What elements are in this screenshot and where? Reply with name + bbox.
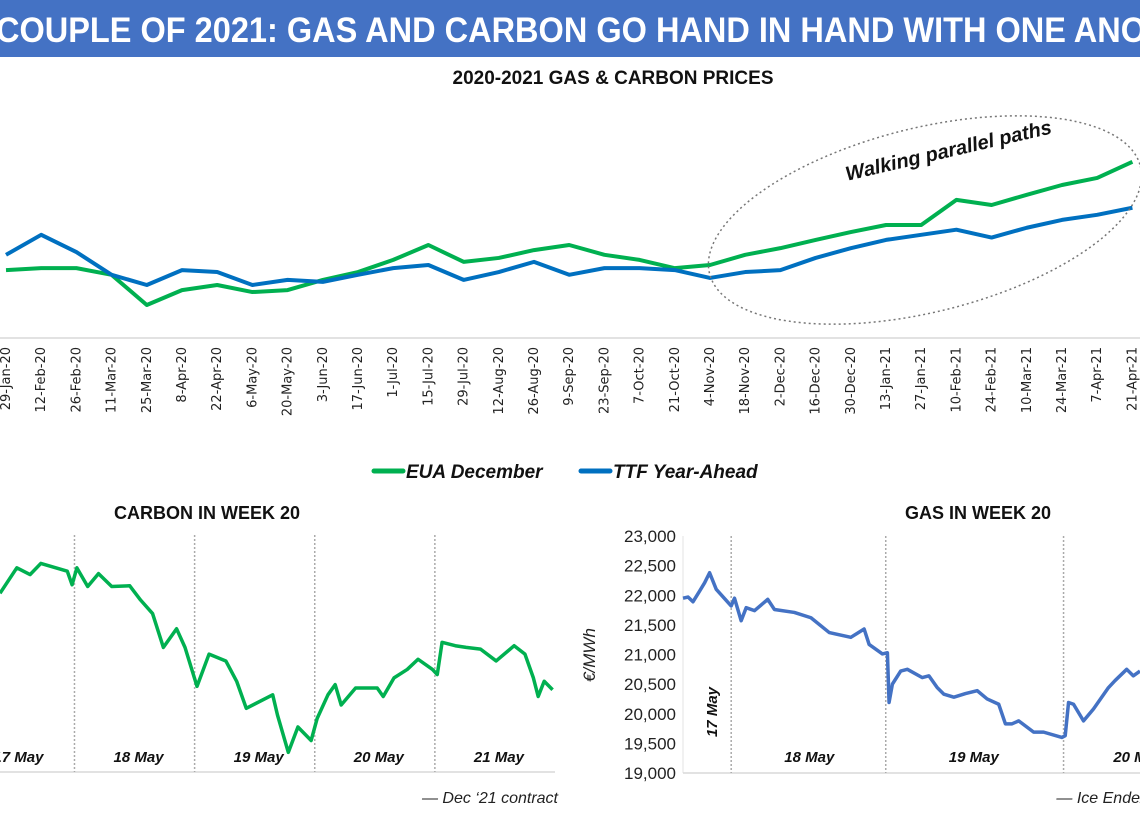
x-tick-label: 11-Mar-20: [105, 347, 120, 413]
title-banner: [0, 0, 1140, 57]
day-label: 21 May: [473, 749, 525, 766]
x-tick-label: 7-Oct-20: [633, 347, 648, 404]
day-label: 20 May: [1112, 749, 1140, 766]
gas-chart-title: GAS IN WEEK 20: [905, 503, 1051, 523]
x-tick-label: 2-Dec-20: [773, 347, 788, 406]
x-tick-label: 18-Nov-20: [738, 347, 753, 415]
y-tick-label: 21,500: [624, 616, 676, 635]
x-tick-label: 13-Jan-21: [879, 347, 894, 410]
carbon-price-line: [0, 561, 554, 755]
carbon-source: — Dec ‘21 contract: [421, 790, 559, 807]
annotation-ellipse: [707, 115, 1140, 325]
day-label: 18 May: [114, 749, 165, 766]
gas-carbon-prices-chart: 2020-2021 GAS & CARBON PRICES 29-Jan-20 1…: [0, 68, 1140, 483]
x-tick-label: 10-Mar-21: [1020, 347, 1035, 413]
x-tick-label: 30-Dec-20: [844, 347, 859, 415]
x-tick-label: 21-Oct-20: [668, 347, 683, 412]
x-tick-label: 23-Sep-20: [597, 347, 612, 414]
x-tick-label: 12-Aug-20: [492, 347, 507, 415]
x-tick-label: 1-Jul-20: [386, 347, 401, 398]
x-tick-label: 24-Mar-21: [1055, 347, 1070, 413]
x-tick-label: 16-Dec-20: [809, 347, 824, 415]
day-label: 18 May: [784, 749, 835, 766]
legend-label-ttf: TTF Year-Ahead: [613, 462, 758, 483]
x-tick-label: 22-Apr-20: [210, 347, 225, 411]
x-tick-label: 25-Mar-20: [140, 347, 155, 413]
y-tick-label: 21,000: [624, 646, 676, 665]
y-tick-label: 22,500: [624, 557, 676, 576]
day-label: 19 May: [949, 749, 1000, 766]
y-tick-label: 19,500: [624, 734, 676, 753]
x-tick-label: 7-Apr-21: [1090, 347, 1105, 403]
x-tick-label: 8-Apr-20: [175, 347, 190, 403]
x-tick-label: 15-Jul-20: [421, 347, 436, 406]
y-tick-label: 20,000: [624, 705, 676, 724]
carbon-week20-chart: CARBON IN WEEK 20 17 May 18 May 19 May 20 M…: [0, 503, 559, 807]
gas-y-axis-label: €/MWh: [580, 628, 599, 682]
x-tick-label: 12-Feb-20: [34, 347, 49, 412]
day-label: 17 May: [0, 749, 44, 766]
annotation-text: Walking parallel paths: [843, 117, 1053, 186]
x-tick-label: 24-Feb-21: [985, 347, 1000, 412]
gas-week20-chart: GAS IN WEEK 20 €/MWh 19,000 19,500 20,000 2…: [580, 503, 1140, 807]
y-tick-label: 19,000: [624, 764, 676, 783]
x-tick-label: 6-May-20: [245, 347, 260, 408]
x-tick-label: 29-Jan-20: [0, 347, 14, 410]
y-tick-label: 22,000: [624, 586, 676, 605]
x-tick-label: 3-Jun-20: [316, 347, 331, 402]
x-tick-label: 21-Apr-21: [1125, 347, 1140, 411]
x-tick-label: 10-Feb-21: [949, 347, 964, 412]
day-label: 20 May: [353, 749, 405, 766]
banner-title: COUPLE OF 2021: GAS AND CARBON GO HAND I…: [0, 11, 1140, 50]
x-tick-label: 4-Nov-20: [703, 347, 718, 406]
chart-title: 2020-2021 GAS & CARBON PRICES: [453, 68, 774, 89]
legend: EUA December TTF Year-Ahead: [371, 462, 758, 483]
day-label: 19 May: [234, 749, 285, 766]
gas-price-line: [682, 570, 1140, 740]
x-tick-label: 20-May-20: [281, 347, 296, 416]
x-tick-label: 9-Sep-20: [562, 347, 577, 406]
x-tick-label: 29-Jul-20: [457, 347, 472, 406]
x-tick-label: 26-Aug-20: [527, 347, 542, 415]
day-label: 17 May: [704, 686, 721, 737]
carbon-chart-title: CARBON IN WEEK 20: [114, 503, 300, 523]
legend-label-eua: EUA December: [406, 462, 544, 483]
eua-december-line: [5, 160, 1134, 307]
x-tick-label: 27-Jan-21: [914, 347, 929, 410]
y-tick-label: 20,500: [624, 675, 676, 694]
y-tick-label: 23,000: [624, 527, 676, 546]
gas-source: — Ice Endex: [1055, 790, 1140, 807]
x-tick-label: 17-Jun-20: [351, 347, 366, 411]
x-tick-label: 26-Feb-20: [69, 347, 84, 412]
